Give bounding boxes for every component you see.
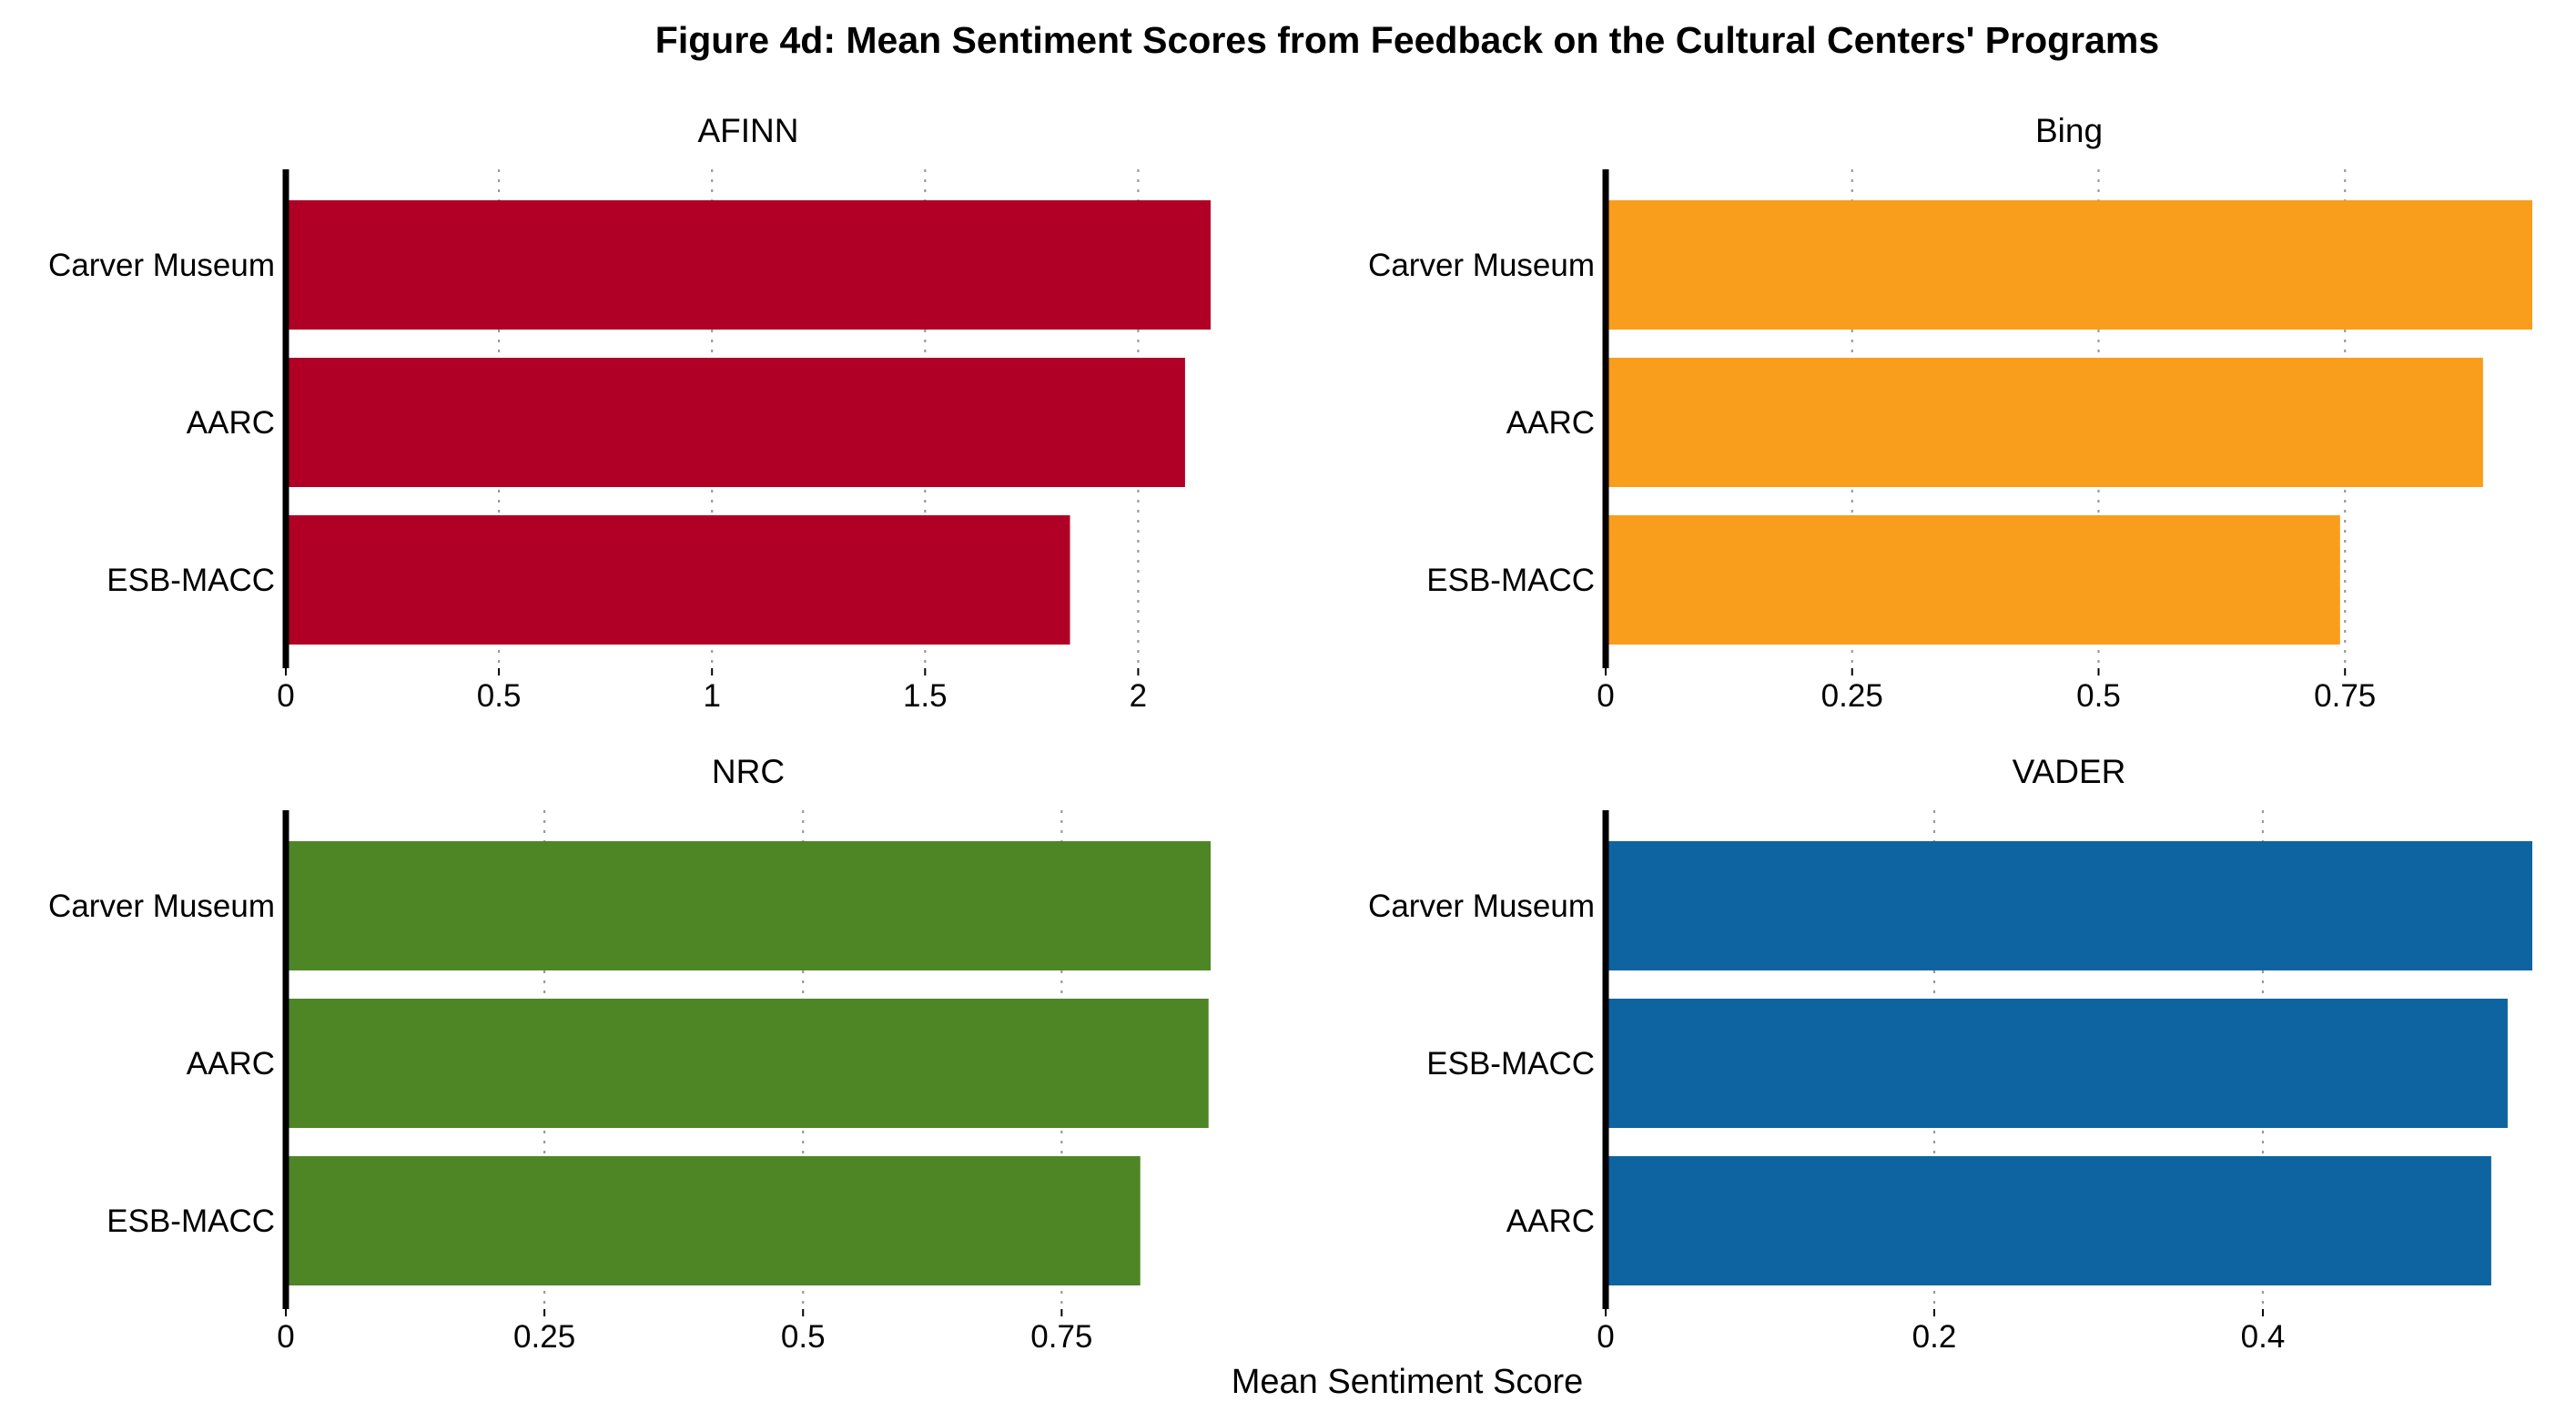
figure-title: Figure 4d: Mean Sentiment Scores from Fe… [655,19,2159,61]
bar-nrc-2 [286,1156,1141,1285]
tick-label-afinn-2: 1 [703,678,720,714]
panel-title-nrc: NRC [712,753,785,790]
bar-nrc-1 [286,999,1209,1128]
category-label-bing-2: ESB-MACC [1426,563,1595,598]
tick-label-vader-0: 0 [1597,1319,1614,1355]
category-label-nrc-2: ESB-MACC [106,1204,275,1239]
bar-vader-2 [1606,1156,2491,1285]
bar-afinn-1 [286,358,1185,487]
tick-label-vader-1: 0.2 [1912,1319,1957,1355]
panel-bing: Bing Carver Museum AARC ESB-MACC 0 0.25 0.5 0.7… [1368,112,2532,714]
tick-label-bing-2: 0.5 [2076,678,2121,714]
panel-afinn: AFINN Carver Museum AARC ESB-MACC 0 0.5 1 1.5 2 [48,112,1211,714]
category-label-afinn-2: ESB-MACC [106,563,275,598]
panel-nrc: NRC Carver Museum AARC ESB-MACC 0 0.25 0.5 0.75 [48,753,1211,1355]
category-label-afinn-1: AARC [187,405,275,441]
panel-title-bing: Bing [2035,112,2103,149]
bar-nrc-0 [286,841,1211,970]
tick-label-bing-1: 0.25 [1821,678,1883,714]
panel-title-vader: VADER [2013,753,2126,790]
category-label-nrc-0: Carver Museum [48,889,275,924]
bar-vader-1 [1606,999,2508,1128]
tick-label-bing-0: 0 [1597,678,1614,714]
bar-bing-1 [1606,358,2483,487]
category-label-nrc-1: AARC [187,1046,275,1082]
x-axis-title: Mean Sentiment Score [1232,1363,1584,1401]
panel-vader: VADER Carver Museum ESB-MACC AARC 0 0.2 0.4 [1368,753,2532,1355]
tick-label-afinn-3: 1.5 [903,678,948,714]
panel-title-afinn: AFINN [698,112,799,149]
tick-label-afinn-4: 2 [1130,678,1147,714]
bar-afinn-2 [286,515,1070,645]
tick-label-bing-3: 0.75 [2314,678,2376,714]
tick-label-afinn-0: 0 [277,678,294,714]
tick-label-nrc-2: 0.5 [781,1319,826,1355]
tick-label-afinn-1: 0.5 [477,678,522,714]
tick-label-vader-2: 0.4 [2241,1319,2286,1355]
chart-panels: AFINN Carver Museum AARC ESB-MACC 0 0.5 1 1.5 2 B… [48,112,2532,1355]
bar-afinn-0 [286,200,1211,330]
bar-vader-0 [1606,841,2532,970]
bar-bing-2 [1606,515,2340,645]
category-label-bing-1: AARC [1506,405,1595,441]
bar-bing-0 [1606,200,2532,330]
tick-label-nrc-3: 0.75 [1030,1319,1092,1355]
category-label-bing-0: Carver Museum [1368,248,1595,283]
tick-label-nrc-0: 0 [277,1319,294,1355]
category-label-vader-2: AARC [1506,1204,1595,1239]
tick-label-nrc-1: 0.25 [513,1319,575,1355]
category-label-vader-0: Carver Museum [1368,889,1595,924]
category-label-afinn-0: Carver Museum [48,248,275,283]
category-label-vader-1: ESB-MACC [1426,1046,1595,1082]
